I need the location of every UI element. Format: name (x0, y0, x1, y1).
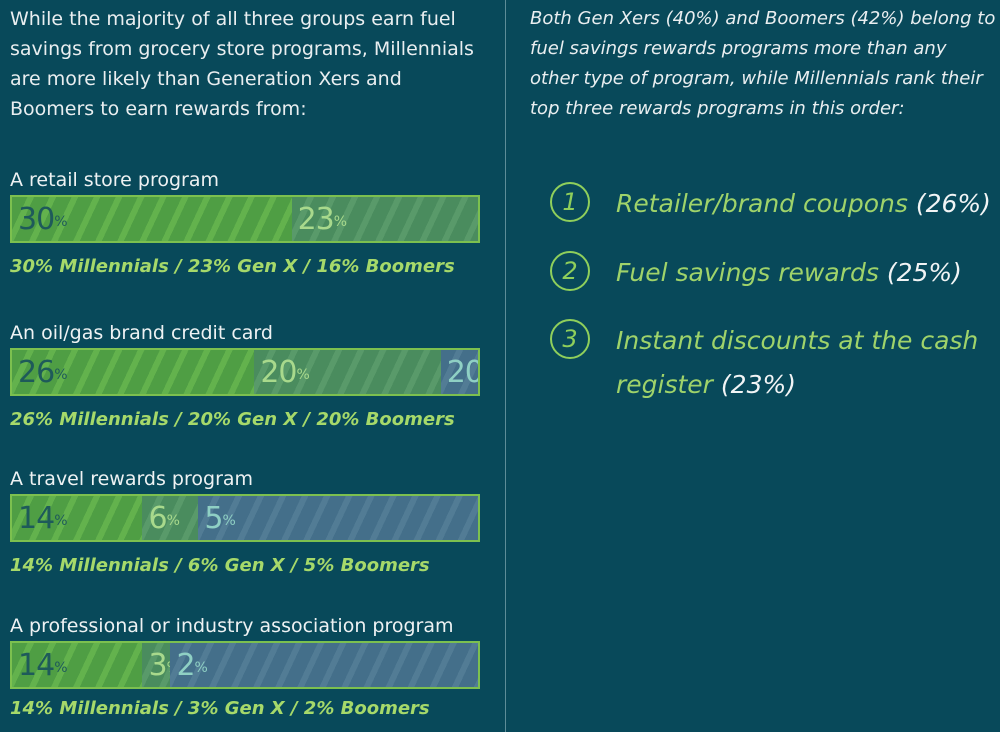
rank-label: Instant discounts at the cash register (616, 326, 979, 399)
stacked-bar: 14% 6% 5% (10, 494, 480, 542)
category-label: A travel rewards program (10, 468, 254, 490)
chart-group-1: A retail store program 30%23%16% 30% Mil… (10, 168, 484, 279)
stacked-bar: 30%23%16% (10, 195, 480, 243)
bar-segment-boomers (440, 350, 478, 394)
rank-percent: (25%) (886, 258, 962, 287)
value-label-genx: 23% (297, 202, 348, 237)
bar-segment-genx (254, 350, 441, 394)
bar-segment-millennials (12, 496, 143, 540)
column-divider (505, 0, 506, 732)
bar-segment-millennials (12, 197, 292, 241)
rank-percent: (26%) (915, 189, 991, 218)
rank-label: Retailer/brand coupons (616, 189, 908, 218)
rank-label: Fuel savings rewards (616, 258, 879, 287)
chart-group-4: A professional or industry association p… (10, 614, 484, 721)
rank-percent: (23%) (720, 370, 796, 399)
bar-caption: 26% Millennials / 20% Gen X / 20% Boomer… (10, 409, 455, 430)
bar-segment-millennials (12, 350, 255, 394)
bar-segment-genx (142, 643, 171, 687)
stacked-bar: 26% 20% 20% (10, 348, 480, 396)
stacked-bar: 14%3%2% (10, 641, 480, 689)
rank-number-circle: 3 (550, 319, 590, 359)
bar-segment-boomers (198, 496, 478, 540)
bar-segment-genx (291, 197, 478, 241)
value-label-millennials: 26% (18, 355, 68, 390)
category-label: A professional or industry association p… (10, 615, 454, 637)
chart-group-3: A travel rewards program 14% 6% 5% 14% Mil… (10, 467, 484, 578)
bar-segment-millennials (12, 643, 143, 687)
value-label-millennials: 14% (18, 648, 68, 683)
value-label-boomers: 2% (176, 648, 208, 683)
right-intro-text: Both Gen Xers (40%) and Boomers (42%) be… (530, 8, 996, 119)
value-label-millennials: 14% (18, 501, 68, 536)
bar-caption: 14% Millennials / 6% Gen X / 5% Boomers (10, 555, 430, 576)
value-label-boomers: 20% (446, 355, 480, 390)
rank-text: Instant discounts at the cash register (… (616, 319, 996, 407)
bar-segment-boomers (170, 643, 478, 687)
chart-group-2: An oil/gas brand credit card 26% 20% 20% 2… (10, 321, 484, 432)
bar-caption: 14% Millennials / 3% Gen X / 2% Boomers (10, 698, 430, 719)
bar-segment-genx (142, 496, 199, 540)
rank-text: Fuel savings rewards (25%) (616, 251, 996, 295)
rank-number-circle: 1 (550, 182, 590, 222)
category-label: A retail store program (10, 169, 220, 191)
rank-text: Retailer/brand coupons (26%) (616, 182, 996, 226)
value-label-millennials: 30% (18, 202, 68, 237)
value-label-genx: 20% (260, 355, 310, 390)
left-intro-text: While the majority of all three groups e… (10, 8, 474, 120)
rank-number-circle: 2 (550, 251, 590, 291)
bar-caption: 30% Millennials / 23% Gen X / 16% Boomer… (10, 256, 455, 277)
category-label: An oil/gas brand credit card (10, 322, 273, 344)
value-label-genx: 6% (148, 501, 180, 536)
value-label-boomers: 5% (204, 501, 236, 536)
